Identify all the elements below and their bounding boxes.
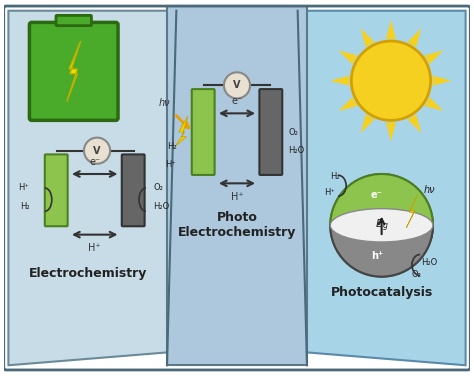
Text: $E_g$: $E_g$ [375,217,389,233]
FancyBboxPatch shape [56,15,91,26]
Polygon shape [361,114,374,133]
Polygon shape [406,195,418,227]
Text: H₂: H₂ [20,202,29,211]
FancyBboxPatch shape [29,23,118,120]
Text: h⁺: h⁺ [371,251,383,261]
Circle shape [84,138,110,164]
Polygon shape [167,6,307,365]
Text: e⁻: e⁻ [231,96,243,106]
Polygon shape [425,97,444,111]
Polygon shape [293,11,465,365]
Text: H₂O: H₂O [288,146,305,155]
Circle shape [351,41,430,120]
Polygon shape [386,20,396,39]
FancyBboxPatch shape [192,89,215,175]
Polygon shape [175,116,188,146]
Ellipse shape [330,209,433,242]
Polygon shape [408,28,421,47]
Text: H⁺: H⁺ [231,192,243,202]
Text: H⁺: H⁺ [324,188,335,197]
Text: H⁺: H⁺ [18,183,29,193]
FancyBboxPatch shape [122,155,145,226]
Polygon shape [338,50,357,64]
FancyBboxPatch shape [45,155,68,226]
Text: H₂: H₂ [167,141,176,150]
Text: hν: hν [424,185,435,196]
Polygon shape [9,11,181,365]
Polygon shape [361,28,374,47]
Polygon shape [433,76,452,86]
Text: e⁻: e⁻ [371,190,383,200]
Polygon shape [330,76,349,86]
Polygon shape [425,50,444,64]
Text: Electrochemistry: Electrochemistry [28,267,147,280]
Text: O₂: O₂ [412,270,422,279]
Text: Photo
Electrochemistry: Photo Electrochemistry [178,211,296,240]
Circle shape [330,174,433,277]
Wedge shape [330,174,433,225]
Text: V: V [233,80,241,90]
Text: O₂: O₂ [153,183,163,193]
Polygon shape [408,114,421,133]
FancyBboxPatch shape [259,89,282,175]
Text: H₂O: H₂O [153,202,169,211]
Text: V: V [93,146,101,156]
Text: O₂: O₂ [288,127,298,136]
Text: H₂O: H₂O [421,258,438,267]
Text: e⁻: e⁻ [89,157,100,167]
Wedge shape [330,225,433,277]
Polygon shape [67,41,81,102]
Text: Photocatalysis: Photocatalysis [330,286,433,299]
Text: hν: hν [159,98,171,108]
Text: H⁺: H⁺ [88,243,101,253]
Polygon shape [338,97,357,111]
Text: H⁺: H⁺ [165,160,176,169]
Text: H₂: H₂ [330,172,340,181]
Circle shape [224,72,250,99]
Polygon shape [386,122,396,141]
